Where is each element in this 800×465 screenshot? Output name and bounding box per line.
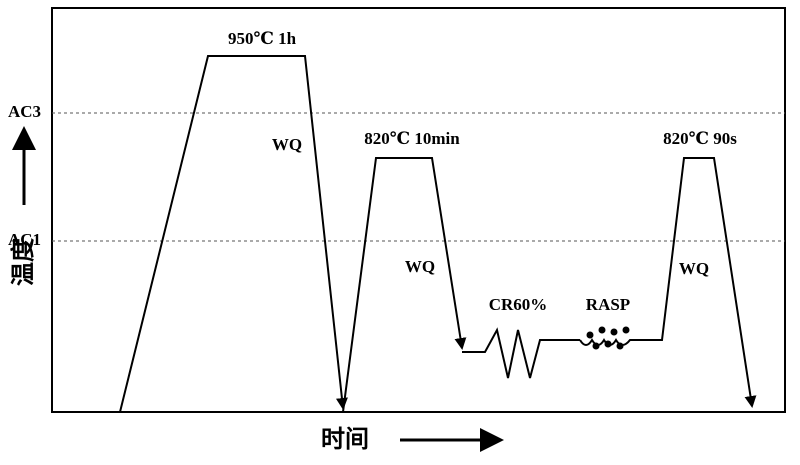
process-curve <box>119 55 757 413</box>
frame <box>51 7 786 413</box>
annotation: WQ <box>272 135 302 154</box>
level-label: AC3 <box>8 102 41 121</box>
annotation: WQ <box>679 259 709 278</box>
precipitate-dots <box>586 326 630 350</box>
annotation: CR60% <box>489 295 548 314</box>
annotation: WQ <box>405 257 435 276</box>
annotation: 820℃ 10min <box>364 129 460 148</box>
annotation: 950℃ 1h <box>228 29 297 48</box>
annotation: 820℃ 90s <box>663 129 737 148</box>
y-axis-label: 温度 <box>9 237 37 286</box>
x-axis-label: 时间 <box>321 425 369 453</box>
annotation: RASP <box>586 295 630 314</box>
level-label: AC1 <box>8 230 41 249</box>
